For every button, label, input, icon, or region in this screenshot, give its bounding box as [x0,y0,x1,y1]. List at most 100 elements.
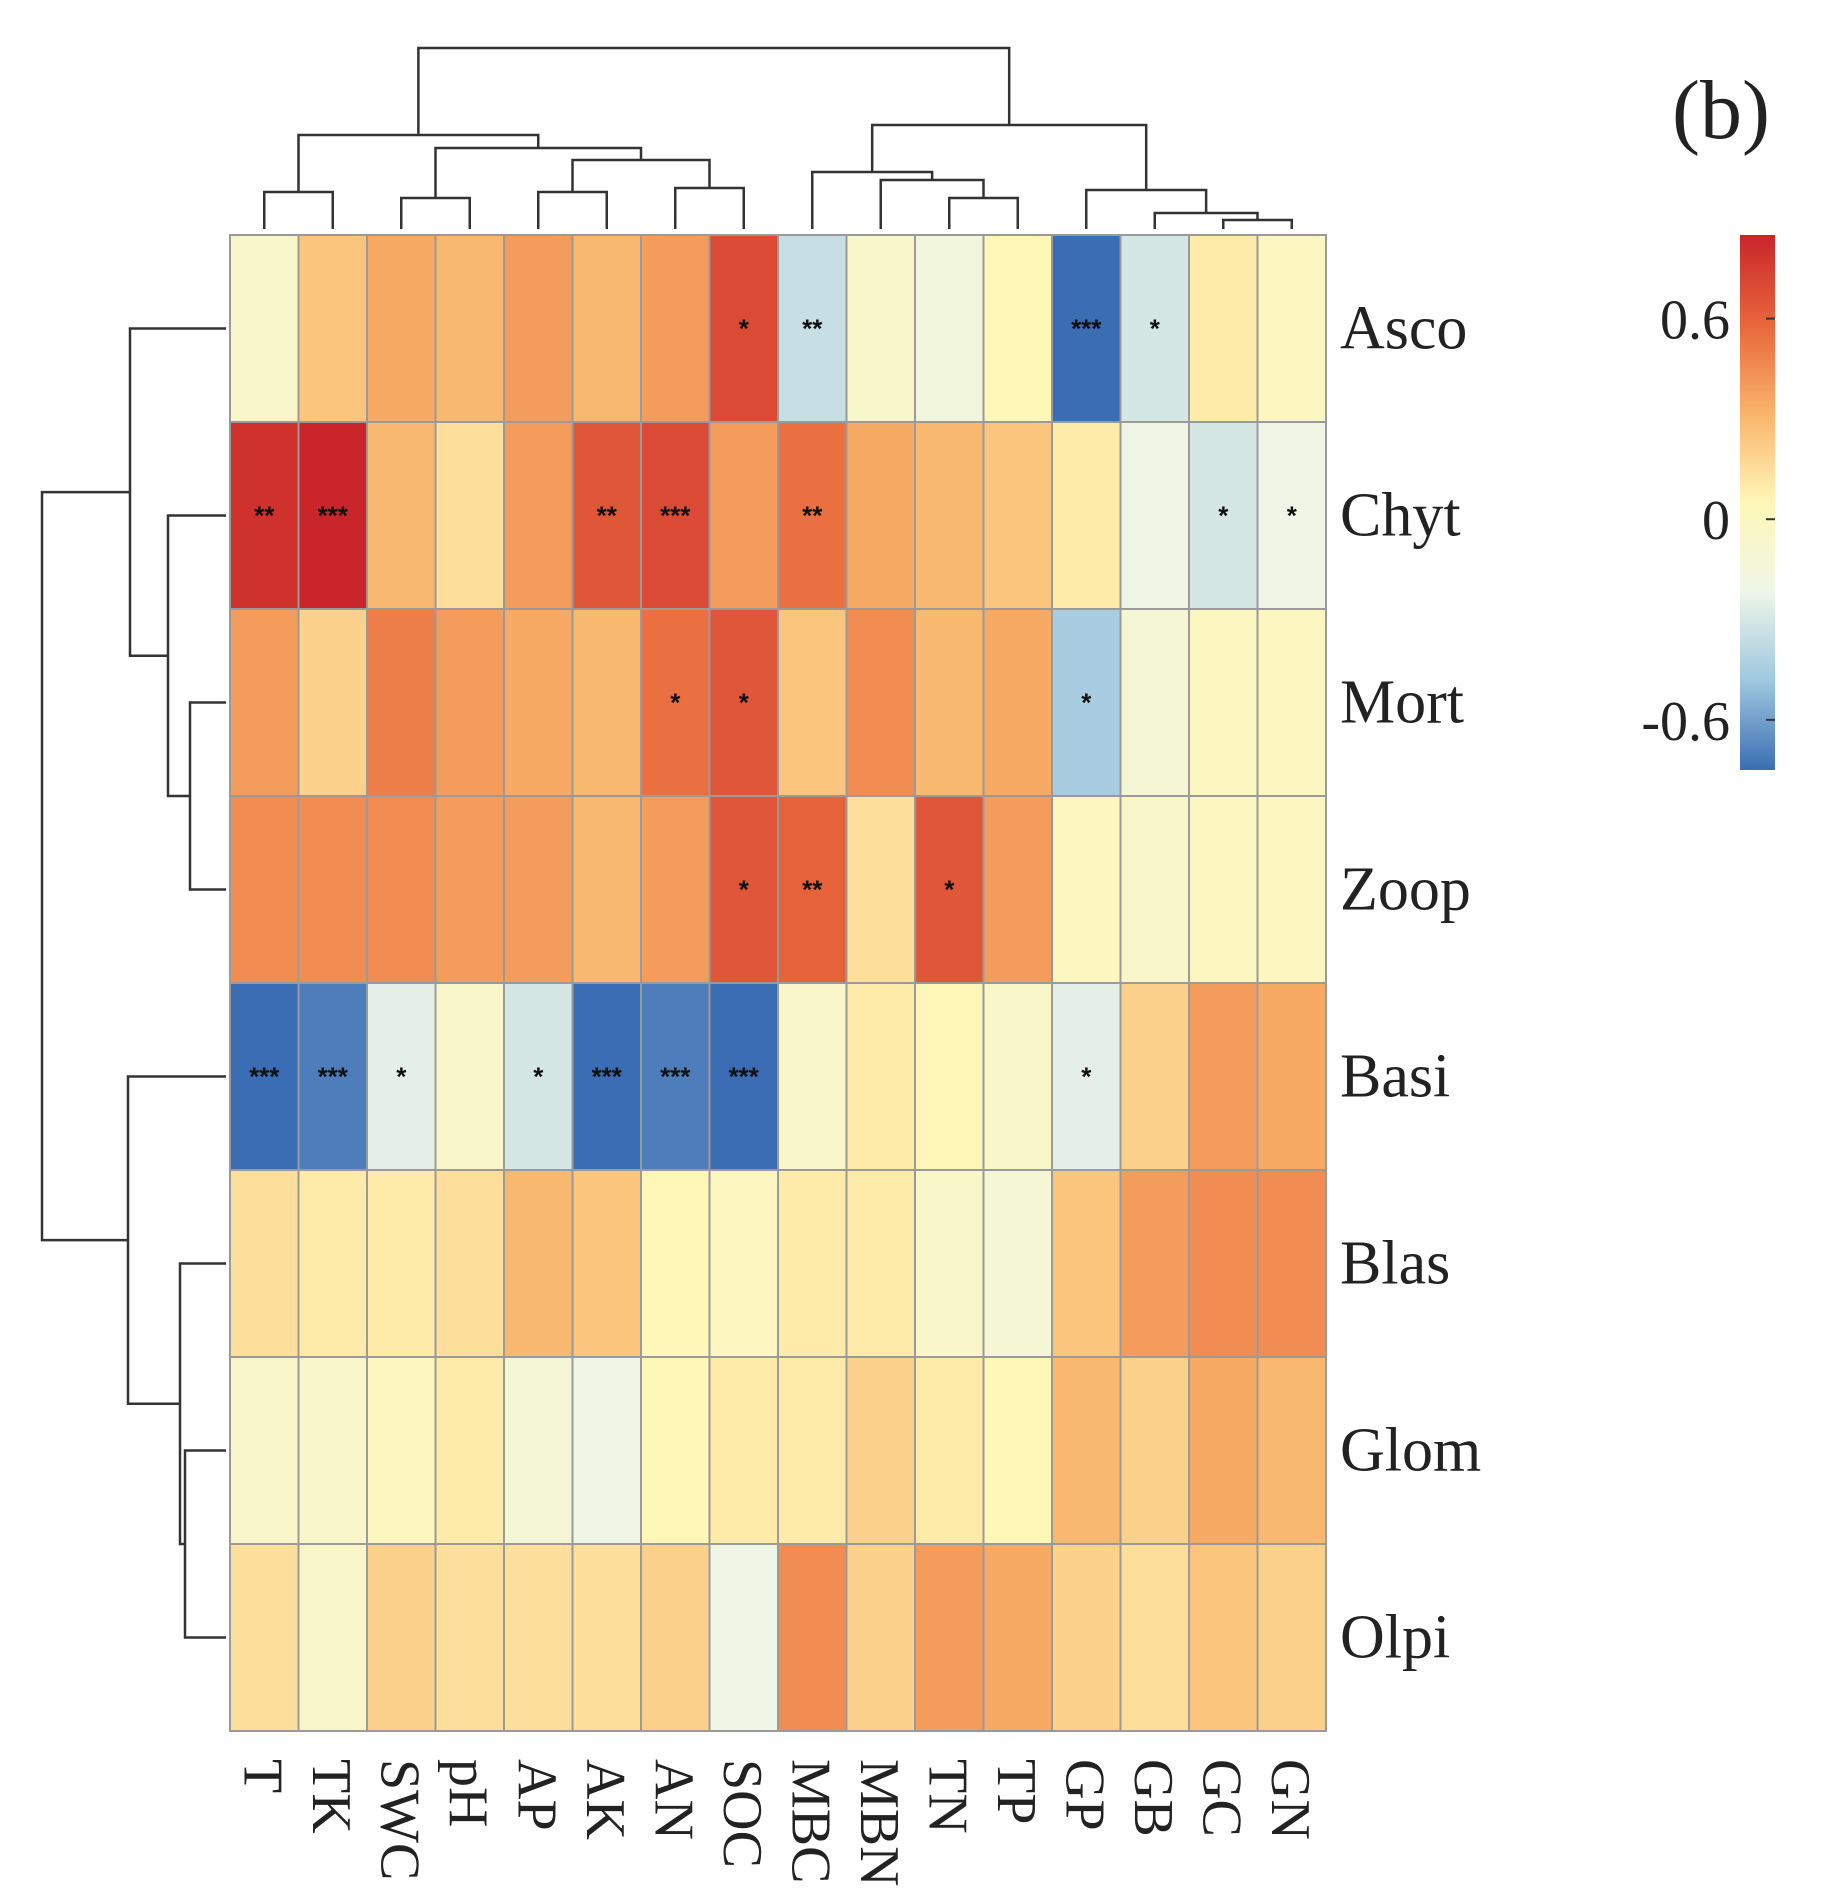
cell-olpi-swc [366,1543,437,1732]
cell-basi-ak [571,982,642,1171]
cell-zoop-gb [1119,795,1190,984]
significance-marker: *** [249,1062,280,1092]
cell-chyt-tp [982,421,1053,610]
cell-zoop-tp [982,795,1053,984]
cell-mort-tp [982,608,1053,797]
dendrogram-link [879,178,985,229]
significance-marker: *** [318,501,349,531]
cell-asco-ak [571,234,642,423]
column-label-an: AN [642,1759,704,1840]
significance-marker: ** [802,875,823,905]
colorbar: 0.6 0 -0.6 [1641,235,1775,770]
cell-chyt-mbc [777,421,848,610]
heatmap-cells [229,234,1327,1732]
cell-basi-gc [1188,982,1259,1171]
cell-mort-gn [1256,608,1327,797]
cell-glom-gb [1119,1356,1190,1545]
cell-asco-t [229,234,300,423]
column-label-tp: TP [985,1759,1047,1824]
cell-blas-tk [297,1169,368,1358]
cell-olpi-gc [1188,1543,1259,1732]
significance-marker: * [396,1062,407,1092]
cell-blas-t [229,1169,300,1358]
cell-basi-tp [982,982,1053,1171]
cell-olpi-ph [434,1543,505,1732]
column-dendrogram [263,46,1293,229]
row-label-blas: Blas [1340,1230,1450,1298]
cell-mort-gp [1051,608,1122,797]
column-label-mbn: MBN [848,1759,910,1887]
cell-glom-t [229,1356,300,1545]
column-label-gn: GN [1259,1759,1321,1840]
dendrogram-link [537,190,608,229]
cell-mort-an [640,608,711,797]
cell-olpi-gp [1051,1543,1122,1732]
cell-mort-ak [571,608,642,797]
significance-marker: * [1218,501,1229,531]
row-label-chyt: Chyt [1340,482,1461,550]
cell-chyt-gc [1188,421,1259,610]
cell-basi-soc [708,982,779,1171]
column-labels: T TK SWC pH AP AK AN SOC MBC MBN TN TP GP GB GC GN [231,1759,1321,1887]
cell-blas-mbc [777,1169,848,1358]
dendrogram-link [40,490,130,1242]
dendrogram-link [166,514,226,798]
cell-basi-mbc [777,982,848,1171]
significance-marker: ** [254,501,275,531]
cell-mort-swc [366,608,437,797]
cell-zoop-ap [503,795,574,984]
cell-blas-ap [503,1169,574,1358]
cell-chyt-tn [914,421,985,610]
cell-blas-gc [1188,1169,1259,1358]
row-labels: Asco Chyt Mort Zoop Basi Blas Glom Olpi [1340,295,1481,1672]
significance-marker: *** [318,1062,349,1092]
cell-olpi-t [229,1543,300,1732]
cell-basi-tn [914,982,985,1171]
cell-blas-ph [434,1169,505,1358]
cell-blas-tp [982,1169,1053,1358]
cell-mort-t [229,608,300,797]
significance-marker: ** [597,501,618,531]
cell-basi-gp [1051,982,1122,1171]
significance-marker: * [739,688,750,718]
row-label-olpi: Olpi [1340,1604,1450,1672]
dendrogram-link [183,1449,226,1639]
cell-asco-gp [1051,234,1122,423]
cell-zoop-tk [297,795,368,984]
cell-glom-mbc [777,1356,848,1545]
dendrogram-link [674,186,745,229]
dendrogram-link [128,327,226,657]
column-label-gp: GP [1053,1759,1115,1831]
dendrogram-link [263,190,334,229]
cell-olpi-tp [982,1543,1053,1732]
colorbar-tick-label: -0.6 [1641,691,1730,753]
cell-chyt-tk [297,421,368,610]
cell-glom-tp [982,1356,1053,1545]
column-label-ap: AP [505,1759,567,1831]
significance-marker: *** [1071,314,1102,344]
cell-olpi-ap [503,1543,574,1732]
column-label-tk: TK [300,1759,362,1834]
column-label-t: T [231,1759,293,1793]
cell-glom-gp [1051,1356,1122,1545]
column-label-mbc: MBC [779,1759,841,1884]
cell-blas-tn [914,1169,985,1358]
significance-marker: * [1081,688,1092,718]
cell-basi-gn [1256,982,1327,1171]
cell-olpi-gn [1256,1543,1327,1732]
cell-asco-tp [982,234,1053,423]
row-label-glom: Glom [1340,1417,1481,1485]
significance-marker: * [944,875,955,905]
cell-mort-ap [503,608,574,797]
cell-zoop-ak [571,795,642,984]
cell-olpi-an [640,1543,711,1732]
dendrogram-link [126,1075,226,1405]
cell-blas-soc [708,1169,779,1358]
cell-asco-gn [1256,234,1327,423]
cell-mort-tk [297,608,368,797]
column-label-ak: AK [574,1759,636,1840]
cell-asco-mbn [845,234,916,423]
cell-chyt-gb [1119,421,1190,610]
cell-basi-tk [297,982,368,1171]
